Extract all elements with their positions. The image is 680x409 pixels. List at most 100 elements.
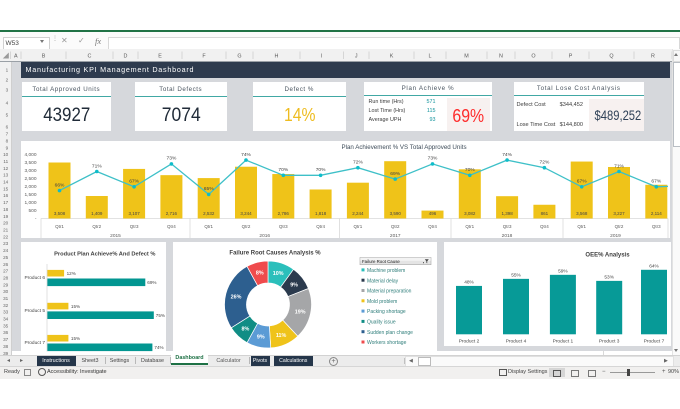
svg-text:Packing shortage: Packing shortage xyxy=(367,309,406,315)
svg-text:20: 20 xyxy=(3,221,9,226)
svg-text:59%: 59% xyxy=(558,268,568,274)
svg-text:71%: 71% xyxy=(92,163,102,169)
svg-text:71%: 71% xyxy=(614,163,624,169)
svg-text:Sudden plan change: Sudden plan change xyxy=(367,329,413,335)
svg-text:33: 33 xyxy=(3,310,9,315)
svg-text:M: M xyxy=(464,54,469,60)
svg-text:Product 2: Product 2 xyxy=(458,339,479,345)
svg-text:67%: 67% xyxy=(651,178,661,184)
svg-text:26%: 26% xyxy=(231,294,242,300)
svg-text:75%: 75% xyxy=(156,313,165,318)
svg-text:3,244: 3,244 xyxy=(240,211,252,216)
svg-text:-: - xyxy=(35,216,37,221)
svg-text:15%: 15% xyxy=(71,336,80,341)
svg-text:Product 3: Product 3 xyxy=(598,339,619,345)
svg-text:Qtr2: Qtr2 xyxy=(615,224,624,229)
svg-text:Qtr1: Qtr1 xyxy=(204,224,213,229)
svg-text:Qtr3: Qtr3 xyxy=(503,224,512,229)
svg-text:29: 29 xyxy=(3,282,9,287)
svg-text:67%: 67% xyxy=(129,178,139,184)
svg-text:3,227: 3,227 xyxy=(613,211,625,216)
svg-text:38: 38 xyxy=(3,344,9,349)
svg-text:9%: 9% xyxy=(257,334,265,340)
svg-text:Qtr3: Qtr3 xyxy=(130,224,139,229)
svg-text:9: 9 xyxy=(6,145,9,150)
svg-text:18: 18 xyxy=(3,207,9,212)
svg-text:10%: 10% xyxy=(273,271,284,277)
svg-text:2019: 2019 xyxy=(610,232,621,238)
svg-text:73%: 73% xyxy=(428,155,438,161)
svg-text:23: 23 xyxy=(3,241,9,246)
svg-text:3: 3 xyxy=(6,88,9,93)
svg-text:48%: 48% xyxy=(464,279,474,285)
svg-text:1,500: 1,500 xyxy=(24,191,36,197)
svg-text:70%: 70% xyxy=(465,167,475,173)
svg-text:Qtr1: Qtr1 xyxy=(577,224,586,229)
svg-text:8: 8 xyxy=(6,138,9,143)
svg-text:Q: Q xyxy=(609,54,613,60)
svg-text:12%: 12% xyxy=(67,271,76,276)
svg-text:2,786: 2,786 xyxy=(278,211,290,216)
svg-text:K: K xyxy=(390,54,394,60)
svg-text:N: N xyxy=(499,54,503,60)
svg-text:19: 19 xyxy=(3,214,9,219)
svg-text:1,409: 1,409 xyxy=(91,211,103,216)
svg-text:Material preparation: Material preparation xyxy=(367,288,412,294)
svg-text:Qtr1: Qtr1 xyxy=(354,224,363,229)
svg-text:1: 1 xyxy=(6,68,9,73)
svg-text:Qtr2: Qtr2 xyxy=(92,224,101,229)
svg-text:5: 5 xyxy=(6,113,9,118)
svg-text:Mold problem: Mold problem xyxy=(367,298,397,304)
svg-text:1,000: 1,000 xyxy=(24,199,36,205)
svg-text:A: A xyxy=(14,54,18,60)
svg-text:66%: 66% xyxy=(55,182,65,188)
svg-text:Qtr4: Qtr4 xyxy=(428,224,437,229)
svg-text:B: B xyxy=(42,54,46,60)
svg-text:2: 2 xyxy=(6,78,9,83)
svg-text:15%: 15% xyxy=(71,303,80,308)
svg-text:15: 15 xyxy=(3,186,9,191)
svg-text:74%: 74% xyxy=(154,345,163,350)
svg-text:J: J xyxy=(355,54,358,60)
svg-text:70%: 70% xyxy=(316,167,326,173)
svg-text:32: 32 xyxy=(3,303,9,308)
svg-text:4: 4 xyxy=(6,101,9,106)
svg-text:3,508: 3,508 xyxy=(54,211,66,216)
svg-text:Qtr4: Qtr4 xyxy=(167,224,176,229)
svg-text:25: 25 xyxy=(3,255,9,260)
svg-text:1,398: 1,398 xyxy=(501,211,513,216)
svg-text:14: 14 xyxy=(3,180,9,185)
svg-text:72%: 72% xyxy=(353,159,363,165)
svg-text:12: 12 xyxy=(3,166,9,171)
svg-text:Product 5: Product 5 xyxy=(24,307,45,313)
svg-text:2,716: 2,716 xyxy=(166,211,178,216)
svg-text:64%: 64% xyxy=(649,263,659,269)
svg-text:69%: 69% xyxy=(147,280,156,285)
svg-text:Quality issue: Quality issue xyxy=(367,319,396,325)
svg-text:39: 39 xyxy=(3,351,9,356)
svg-text:4,000: 4,000 xyxy=(24,152,36,158)
svg-text:E: E xyxy=(158,54,162,60)
svg-text:55%: 55% xyxy=(511,272,521,278)
svg-text:2018: 2018 xyxy=(502,232,513,238)
svg-text:Plan Achievement % VS Total Ap: Plan Achievement % VS Total Approved Uni… xyxy=(341,143,466,150)
svg-text:Product 1: Product 1 xyxy=(552,339,573,345)
svg-text:6: 6 xyxy=(6,125,9,130)
svg-text:F: F xyxy=(202,54,206,60)
svg-text:Qtr4: Qtr4 xyxy=(540,224,549,229)
svg-text:73%: 73% xyxy=(167,155,177,161)
svg-text:11%: 11% xyxy=(276,332,287,338)
svg-text:3,500: 3,500 xyxy=(24,160,36,166)
svg-text:7: 7 xyxy=(6,132,9,137)
svg-text:31: 31 xyxy=(3,296,9,301)
svg-text:496: 496 xyxy=(429,211,437,216)
svg-text:30: 30 xyxy=(3,289,9,294)
svg-text:2,000: 2,000 xyxy=(24,183,36,189)
svg-text:3,590: 3,590 xyxy=(390,211,402,216)
svg-text:17: 17 xyxy=(3,200,9,205)
svg-text:35: 35 xyxy=(3,323,9,328)
svg-text:2017: 2017 xyxy=(390,232,401,238)
svg-text:I: I xyxy=(321,54,323,60)
svg-text:67%: 67% xyxy=(577,178,587,184)
svg-text:3,000: 3,000 xyxy=(24,167,36,173)
